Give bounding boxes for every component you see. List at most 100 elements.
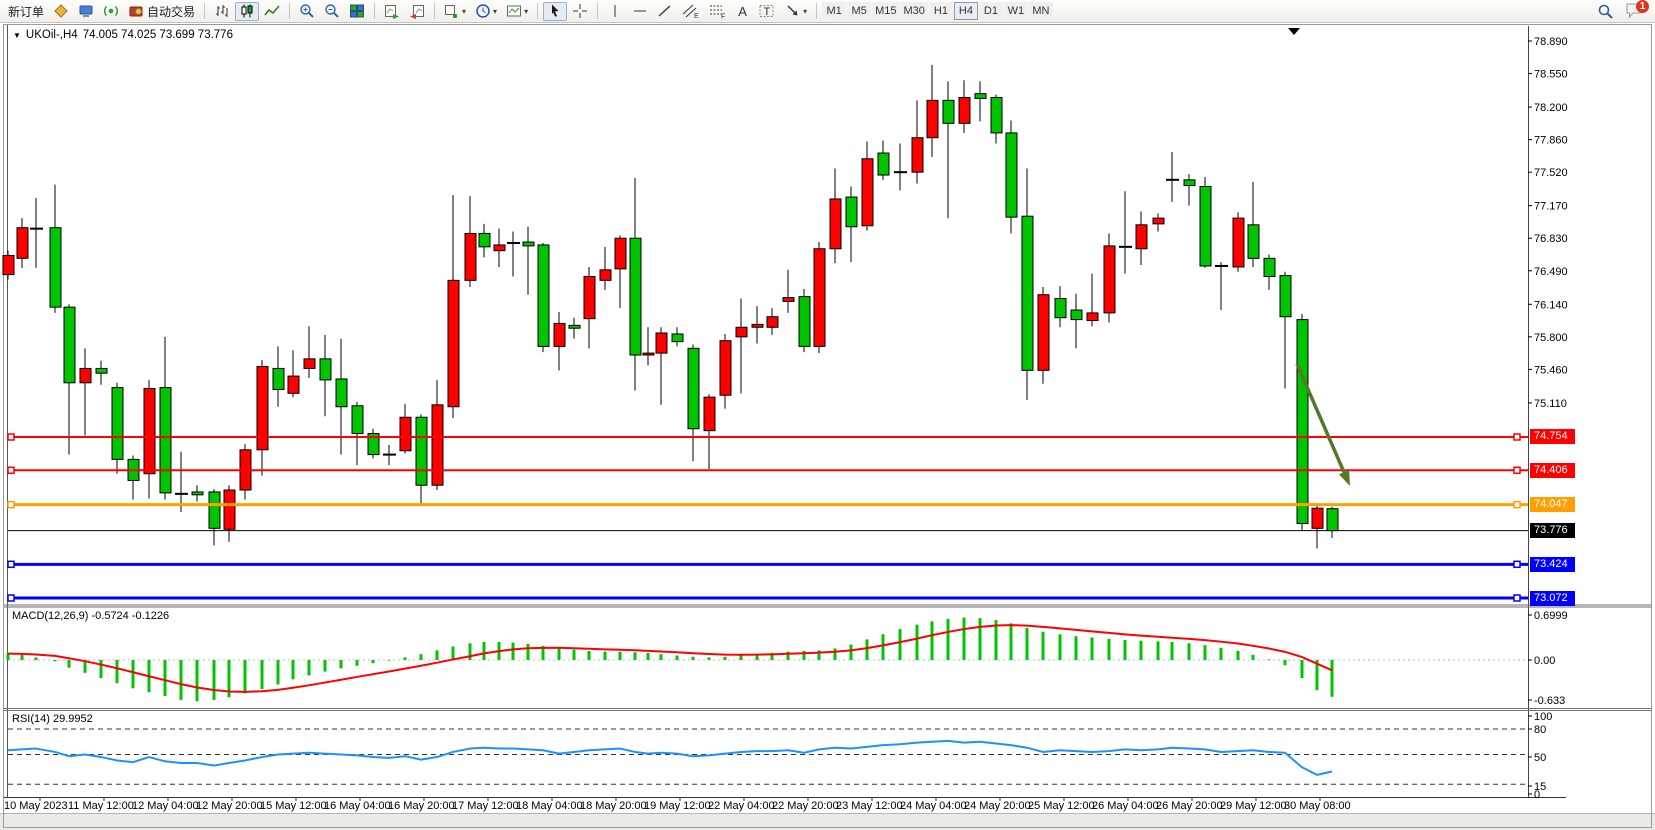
chart-title[interactable]: ▼ UKOil-,H4 74.005 74.025 73.699 73.776 [13, 29, 233, 41]
toolbar-separator [374, 3, 376, 19]
auto-scroll-icon [385, 5, 400, 19]
rsi-name: RSI(14) [12, 713, 50, 725]
auto-trading-label: 自动交易 [147, 4, 196, 19]
hline-handle[interactable] [1513, 594, 1521, 602]
timeframe-w1-button[interactable]: W1 [1003, 2, 1028, 20]
toolbar-separator [289, 3, 291, 19]
svg-text:100: 100 [1534, 711, 1552, 723]
auto-trading-icon [129, 6, 143, 17]
macd-histogram [6, 617, 1334, 702]
label-tool-button[interactable]: T [754, 2, 780, 21]
channel-tool-button[interactable]: E [678, 2, 704, 21]
svg-text:19 May 12:00: 19 May 12:00 [644, 800, 711, 812]
search-button[interactable] [1593, 2, 1618, 21]
timeframe-m15-button[interactable]: M15 [872, 2, 900, 20]
price-line-badge: 74.047 [1530, 497, 1575, 513]
timeframe-m5-button[interactable]: M5 [847, 2, 872, 20]
tile-windows-button[interactable] [345, 2, 369, 21]
svg-text:26 May 04:00: 26 May 04:00 [1092, 800, 1159, 812]
price-line-badge: 74.754 [1530, 429, 1575, 445]
window-bottom-strip [0, 813, 1655, 830]
chevron-down-icon[interactable]: ▼ [13, 30, 21, 40]
svg-text:0.6999: 0.6999 [1534, 610, 1568, 622]
terminal-button[interactable] [74, 2, 98, 21]
add-indicator-button[interactable]: ▾ [440, 2, 470, 21]
dropdown-caret-icon: ▾ [493, 6, 498, 16]
svg-text:23 May 12:00: 23 May 12:00 [836, 800, 903, 812]
timeframe-m1-button[interactable]: M1 [822, 2, 847, 20]
chart-shift-icon [410, 5, 425, 19]
price-line-badge: 73.424 [1530, 556, 1575, 572]
hline-handle[interactable] [7, 500, 15, 509]
timeframe-mn-button[interactable]: MN [1028, 2, 1053, 20]
candlestick-chart-type-button[interactable] [235, 1, 260, 21]
trendline-tool-button[interactable] [653, 2, 677, 21]
crosshair-icon [573, 4, 588, 18]
notifications-button[interactable]: 1 [1619, 0, 1651, 21]
svg-text:16 May 04:00: 16 May 04:00 [324, 800, 391, 812]
svg-text:16 May 20:00: 16 May 20:00 [388, 800, 455, 812]
text-tool-button[interactable]: A [732, 2, 753, 21]
vertical-line-tool-button[interactable] [603, 2, 627, 21]
hline-handle[interactable] [7, 560, 15, 569]
svg-text:25 May 12:00: 25 May 12:00 [1028, 800, 1095, 812]
timeframe-h4-button[interactable]: H4 [953, 2, 978, 20]
tile-windows-icon [350, 4, 365, 18]
svg-text:F: F [721, 14, 725, 20]
hline-handle[interactable] [7, 433, 15, 441]
macd-signal-line [7, 624, 1333, 693]
crosshair-tool-button[interactable] [568, 2, 592, 21]
gold-diamond-icon[interactable] [49, 2, 73, 21]
cursor-tool-button[interactable] [543, 1, 568, 21]
ohlc-bars-icon [216, 5, 228, 17]
text-tool-label: A [738, 3, 747, 19]
toolbar-separator [434, 3, 436, 19]
toolbar-separator [597, 3, 599, 19]
hline-handle[interactable] [1513, 500, 1521, 509]
timeframe-h1-button[interactable]: H1 [928, 2, 953, 20]
templates-button[interactable]: ▾ [502, 2, 532, 21]
chart-ohlc-values: 74.005 74.025 73.699 73.776 [82, 29, 233, 41]
periods-button[interactable]: ▾ [471, 2, 501, 21]
svg-text:22 May 20:00: 22 May 20:00 [772, 800, 839, 812]
bar-chart-type-button[interactable] [210, 2, 234, 21]
svg-text:11 May 12:00: 11 May 12:00 [68, 800, 134, 812]
zoom-in-icon [300, 4, 314, 18]
price-line-badge: 73.776 [1530, 523, 1575, 539]
svg-text:-0.633: -0.633 [1534, 695, 1565, 707]
timeframe-m30-button[interactable]: M30 [900, 2, 928, 20]
fibonacci-icon: F [710, 5, 725, 20]
chart-shift-marker-icon[interactable] [1288, 28, 1300, 35]
trend-arrow-annotation[interactable] [1295, 363, 1350, 486]
svg-text:77.860: 77.860 [1534, 135, 1568, 147]
template-icon [507, 5, 522, 17]
price-axis[interactable]: 78.890 78.550 78.200 77.860 77.520 77.170 76.8… [1528, 36, 1568, 801]
new-order-button[interactable]: 新订单 [4, 2, 48, 21]
timeframe-d1-button[interactable]: D1 [978, 2, 1003, 20]
svg-text:75.460: 75.460 [1534, 364, 1568, 376]
svg-text:0: 0 [1534, 789, 1540, 801]
hline-handle[interactable] [1513, 433, 1521, 441]
chart-shift-button[interactable] [405, 2, 429, 21]
auto-trading-button[interactable]: 自动交易 [124, 2, 199, 21]
svg-text:76.490: 76.490 [1534, 266, 1568, 278]
fibonacci-tool-button[interactable]: F [705, 2, 731, 21]
hline-handle[interactable] [1513, 466, 1521, 475]
hline-handle[interactable] [7, 594, 15, 602]
chart-symbol-period: UKOil-,H4 [25, 29, 78, 41]
auto-scroll-button[interactable] [380, 2, 404, 21]
hline-handle[interactable] [7, 466, 15, 475]
zoom-in-button[interactable] [295, 2, 319, 21]
svg-text:15: 15 [1534, 781, 1546, 793]
line-chart-type-button[interactable] [260, 2, 284, 21]
clock-icon [476, 4, 490, 18]
horizontal-line-tool-button[interactable] [628, 2, 652, 21]
toolbar-separator [204, 3, 206, 19]
arrows-tool-button[interactable]: ▾ [781, 2, 811, 21]
hline-handle[interactable] [1513, 560, 1521, 569]
signal-button[interactable] [99, 2, 123, 21]
toolbar-separator [816, 3, 818, 19]
zoom-out-button[interactable] [320, 2, 344, 21]
